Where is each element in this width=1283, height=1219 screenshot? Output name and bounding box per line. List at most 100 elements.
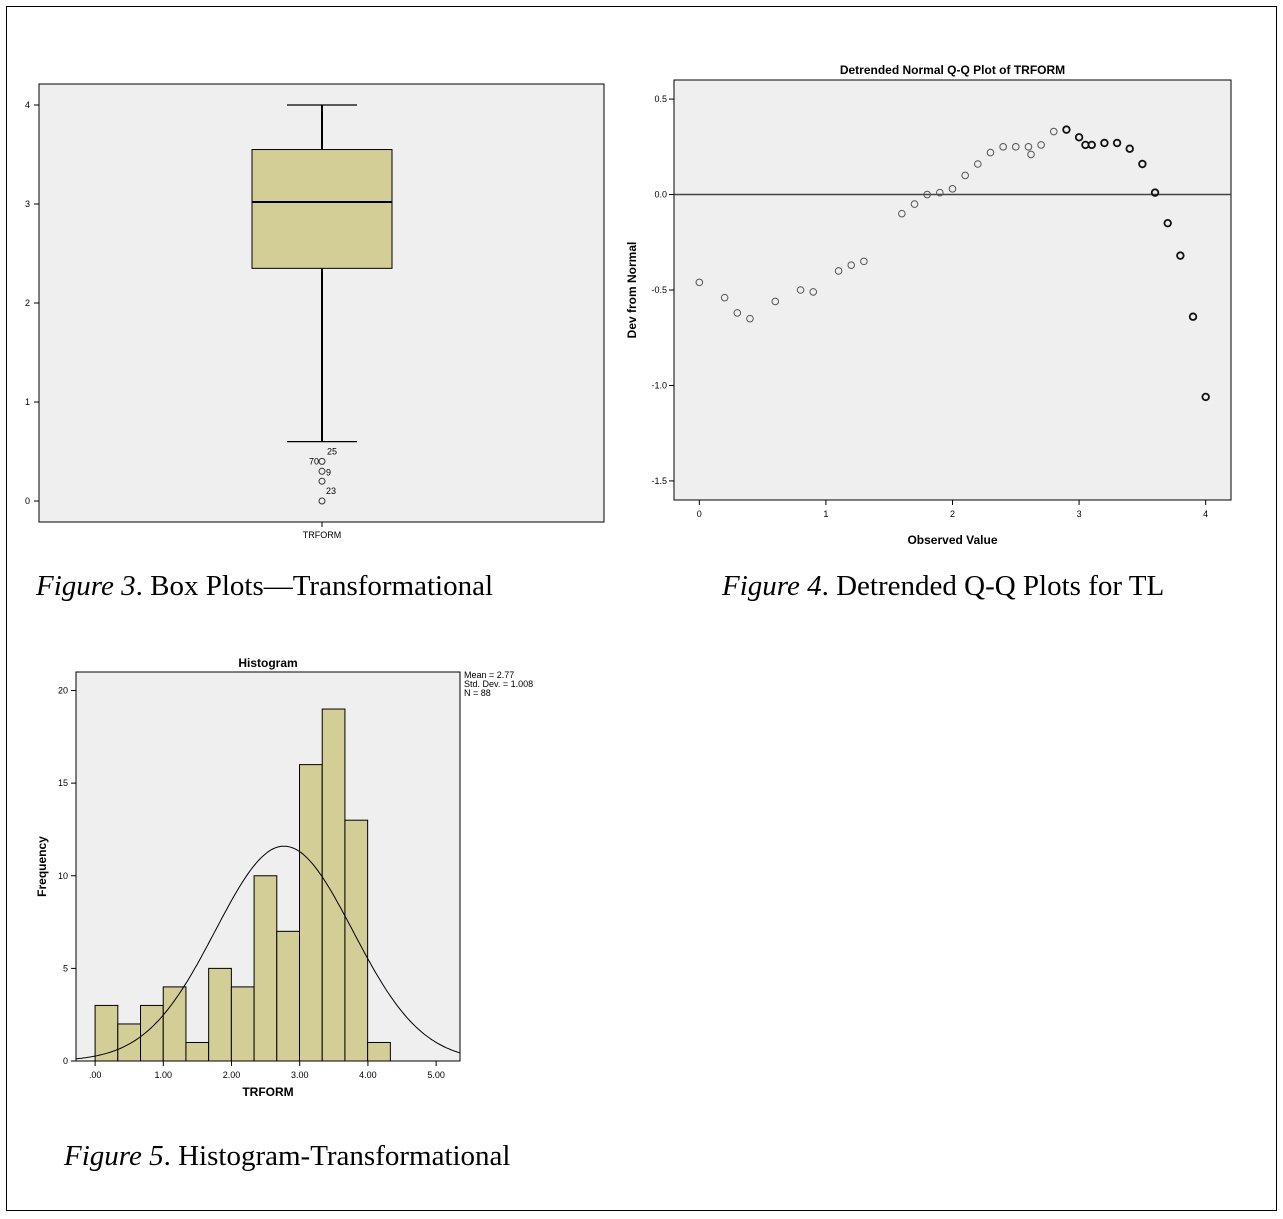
hist-x-tick-label: 3.00 xyxy=(291,1070,309,1080)
figure-frame xyxy=(6,6,1277,1211)
qq-point xyxy=(1176,251,1185,260)
box-outlier-label: 23 xyxy=(326,486,336,496)
qq-point xyxy=(1138,159,1147,169)
hist-bar xyxy=(344,819,369,1062)
hist-y-tick-label: 0 xyxy=(63,1056,68,1066)
qq-x-tick-label: 4 xyxy=(1203,509,1208,519)
caption-figure-3: Figure 3. Box Plots—Transformational xyxy=(36,570,493,603)
hist-y-tick-label: 20 xyxy=(58,686,68,696)
qq-point xyxy=(720,293,729,302)
hist-normal-curve xyxy=(75,845,461,1060)
hist-y-tick-label: 15 xyxy=(58,778,68,788)
qq-point xyxy=(733,309,742,317)
qq-point xyxy=(1049,127,1058,136)
hist-bar xyxy=(208,967,232,1062)
qq-point xyxy=(1150,188,1160,197)
box-y-tick-label: 0 xyxy=(25,496,30,506)
qq-point xyxy=(809,288,818,296)
caption-figure-5: Figure 5. Histogram-Transformational xyxy=(64,1140,511,1173)
hist-bar xyxy=(94,1004,119,1062)
hist-bar xyxy=(367,1041,391,1062)
hist-bar xyxy=(140,1004,164,1062)
qq-point xyxy=(1125,144,1134,153)
qq-x-tick-label: 3 xyxy=(1077,509,1082,519)
caption-figure-4: Figure 4. Detrended Q-Q Plots for TL xyxy=(722,570,1164,603)
qq-point xyxy=(1027,150,1035,159)
hist-bar xyxy=(321,708,346,1062)
box-outlier-point xyxy=(318,457,326,465)
hist-y-tick-label: 5 xyxy=(63,963,68,973)
qq-point xyxy=(974,160,982,168)
box-y-axis: 0 1 2 3 4 xyxy=(25,100,39,506)
histogram: Histogram 0 5 10 15 20 .00 1.00 2.00 3.00 4.00 5.00… xyxy=(35,656,533,1099)
qq-point xyxy=(936,188,944,197)
box-outlier-label: 9 xyxy=(326,467,331,477)
qq-point xyxy=(898,209,906,218)
box-y-tick-label: 1 xyxy=(25,397,30,407)
qq-point xyxy=(1037,141,1045,149)
qq-point xyxy=(1074,133,1084,142)
qq-x-tick-label: 2 xyxy=(950,509,955,519)
qq-y-tick-label: -0.5 xyxy=(651,285,667,295)
box-y-tick-label: 4 xyxy=(25,100,30,110)
hist-bar xyxy=(299,764,323,1062)
hist-x-tick-label: 5.00 xyxy=(427,1070,445,1080)
qq-point xyxy=(771,297,780,306)
box-outlier-point xyxy=(318,467,326,475)
qq-point xyxy=(961,171,969,180)
caption-figure-3-text: . Box Plots—Transformational xyxy=(135,570,494,602)
box-marks: 25 70 9 23 xyxy=(251,104,393,505)
hist-x-label: TRFORM xyxy=(242,1085,293,1099)
qq-point xyxy=(948,185,957,193)
qq-point xyxy=(1062,125,1071,134)
caption-figure-4-label: Figure 4 xyxy=(722,570,822,602)
hist-bar xyxy=(162,986,187,1062)
caption-figure-5-text: . Histogram-Transformational xyxy=(163,1140,511,1172)
hist-x-tick-label: 4.00 xyxy=(359,1070,377,1080)
hist-y-tick-label: 10 xyxy=(58,871,68,881)
qq-x-tick-label: 0 xyxy=(697,509,702,519)
hist-bar xyxy=(185,1041,210,1062)
hist-title: Histogram xyxy=(238,656,297,670)
box-outlier-label: 70 xyxy=(309,456,319,466)
hist-stat-mean: Mean = 2.77 xyxy=(464,670,514,680)
box-y-tick-label: 3 xyxy=(25,199,30,209)
hist-bar xyxy=(117,1023,142,1062)
qq-y-tick-label: -1.5 xyxy=(651,476,667,486)
qq-point xyxy=(860,257,868,266)
box-outlier-label: 25 xyxy=(327,447,337,457)
qq-title: Detrended Normal Q-Q Plot of TRFORM xyxy=(840,63,1065,77)
hist-stat-sd: Std. Dev. = 1.008 xyxy=(464,679,533,689)
qq-plot: Detrended Normal Q-Q Plot of TRFORM 0.5 0.… xyxy=(625,63,1232,547)
box-outlier-point xyxy=(318,477,326,485)
qq-point xyxy=(910,200,919,208)
qq-point xyxy=(1087,140,1096,150)
qq-y-label: Dev from Normal xyxy=(625,242,639,339)
hist-x-tick-label: 1.00 xyxy=(155,1070,173,1080)
qq-point xyxy=(1163,218,1172,228)
qq-plot-area xyxy=(673,79,1232,501)
qq-y-tick-label: -1.0 xyxy=(651,380,667,390)
hist-bar xyxy=(276,930,301,1062)
hist-bar xyxy=(253,875,278,1062)
qq-point xyxy=(1188,312,1198,321)
qq-point xyxy=(695,278,704,287)
qq-point xyxy=(847,261,856,269)
caption-figure-3-label: Figure 3 xyxy=(36,570,136,602)
qq-x-label: Observed Value xyxy=(907,533,997,547)
qq-point xyxy=(746,314,754,323)
hist-x-tick-label: .00 xyxy=(89,1070,102,1080)
qq-point xyxy=(999,143,1007,151)
qq-x-tick-label: 1 xyxy=(823,509,828,519)
qq-point xyxy=(923,190,931,199)
qq-point xyxy=(1100,138,1109,148)
qq-y-tick-label: 0.5 xyxy=(654,94,667,104)
hist-stat-n: N = 88 xyxy=(464,688,491,698)
box-iqr xyxy=(251,149,393,269)
qq-point xyxy=(1011,143,1020,151)
qq-point xyxy=(1024,143,1033,151)
qq-point xyxy=(1112,138,1122,148)
box-y-tick-label: 2 xyxy=(25,298,30,308)
caption-figure-4-text: . Detrended Q-Q Plots for TL xyxy=(821,570,1165,602)
